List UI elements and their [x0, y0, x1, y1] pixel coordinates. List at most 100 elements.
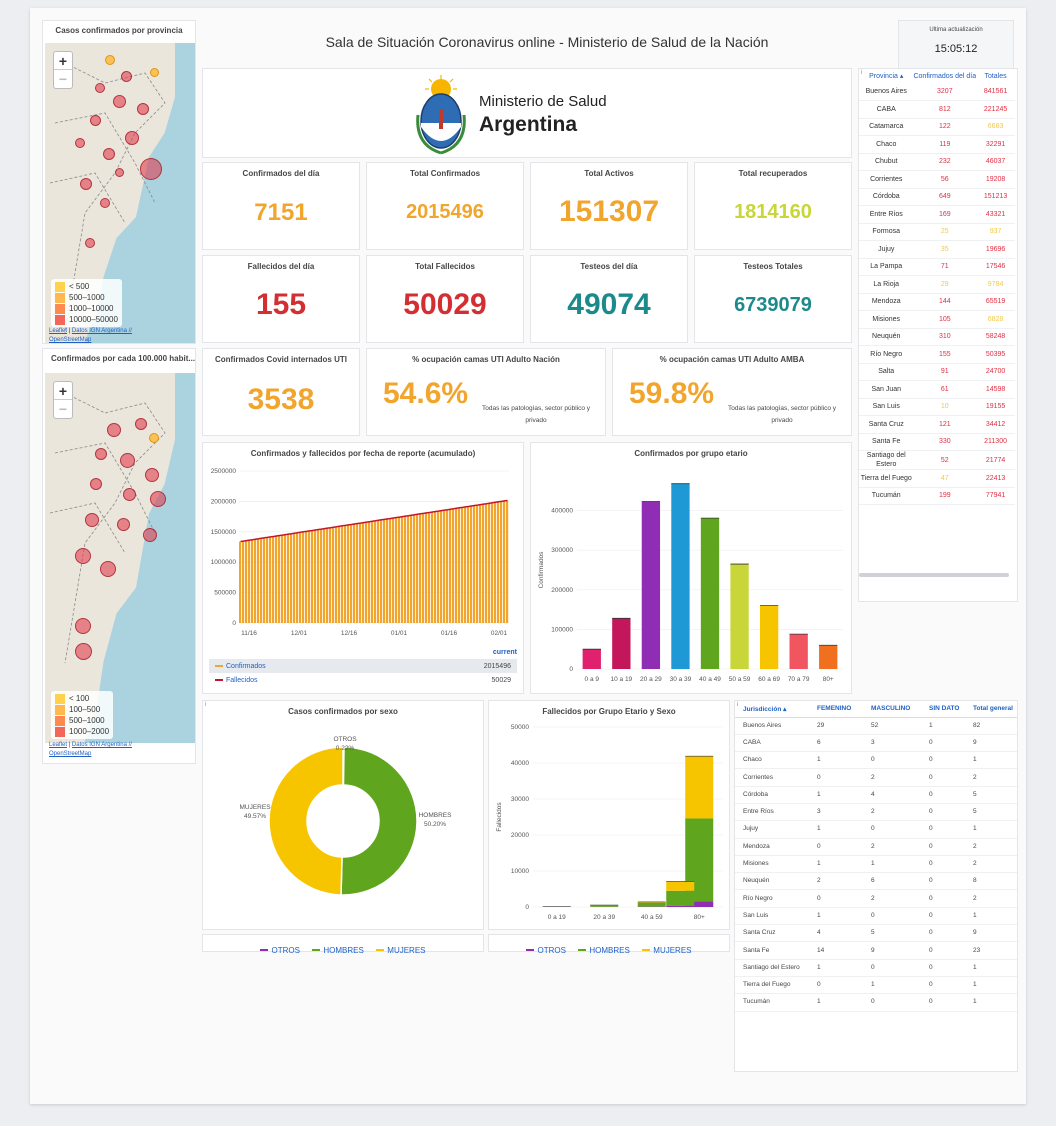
- map-bubble[interactable]: [103, 148, 115, 160]
- table-row[interactable]: Chaco 1 0 0 1: [735, 751, 1017, 770]
- map-bubble[interactable]: [107, 423, 121, 437]
- table-row[interactable]: Santa Cruz 121 34412: [859, 415, 1015, 434]
- map-bubble[interactable]: [75, 548, 91, 564]
- leaflet-link[interactable]: Leaflet: [49, 328, 68, 334]
- table-row[interactable]: Catamarca 122 6683: [859, 118, 1015, 136]
- map-bubble[interactable]: [95, 83, 105, 93]
- map-bubble[interactable]: [149, 433, 159, 443]
- col-header[interactable]: Confirmados del día: [913, 72, 977, 80]
- leaflet-link[interactable]: Leaflet: [49, 742, 68, 748]
- table-row[interactable]: Misiones 1 1 0 2: [735, 855, 1017, 874]
- map-bubble[interactable]: [100, 561, 116, 577]
- table-row[interactable]: Corrientes 0 2 0 2: [735, 768, 1017, 787]
- map-bubble[interactable]: [75, 643, 92, 660]
- table-row[interactable]: Chaco 119 32291: [859, 135, 1015, 154]
- legend-row-fallecidos[interactable]: Fallecidos 50029: [209, 673, 517, 687]
- map-bubble[interactable]: [90, 478, 102, 490]
- map-bubble[interactable]: [90, 115, 101, 126]
- map-bubble[interactable]: [143, 528, 157, 542]
- map-per-capita[interactable]: + − < 100: [45, 373, 195, 763]
- chart-cumulative[interactable]: 2500000 2000000 1500000 1000000 500000 0 11/16…: [203, 461, 523, 649]
- table-row[interactable]: Santa Fe 14 9 0 23: [735, 941, 1017, 960]
- table-row[interactable]: Neuquén 310 58248: [859, 328, 1015, 346]
- table-row[interactable]: San Luis 10 19155: [859, 398, 1015, 416]
- map-bubble[interactable]: [145, 468, 159, 482]
- col-header[interactable]: FEMENINO: [809, 701, 863, 718]
- zoom-in-button[interactable]: +: [54, 382, 72, 400]
- table-row[interactable]: Tierra del Fuego 0 1 0 1: [735, 976, 1017, 995]
- zoom-in-button[interactable]: +: [54, 52, 72, 70]
- osm-link[interactable]: OpenStreetMap: [49, 751, 92, 757]
- table-row[interactable]: Neuquén 2 6 0 8: [735, 872, 1017, 891]
- info-icon[interactable]: i: [861, 70, 863, 76]
- table-row[interactable]: Salta 91 24700: [859, 363, 1015, 381]
- col-header[interactable]: MASCULINO: [863, 701, 921, 718]
- table-row[interactable]: Formosa 25 937: [859, 223, 1015, 241]
- ign-link[interactable]: Datos IGN Argentina //: [71, 742, 132, 748]
- table-row[interactable]: San Juan 61 14598: [859, 380, 1015, 399]
- table-row[interactable]: San Luis 1 0 0 1: [735, 907, 1017, 926]
- map-bubble[interactable]: [80, 178, 92, 190]
- horizontal-scrollbar[interactable]: [859, 573, 1009, 577]
- legend-mujeres[interactable]: MUJERES: [642, 946, 692, 955]
- table-row[interactable]: Río Negro 0 2 0 2: [735, 889, 1017, 908]
- legend-row-confirmados[interactable]: Confirmados 2015496: [209, 659, 517, 673]
- table-row[interactable]: CABA 812 221245: [859, 100, 1015, 119]
- table-row[interactable]: Río Negro 155 50395: [859, 345, 1015, 364]
- map-bubble[interactable]: [75, 618, 91, 634]
- table-row[interactable]: Santiago del Estero 1 0 0 1: [735, 959, 1017, 977]
- zoom-out-button[interactable]: −: [58, 401, 68, 417]
- map-bubble[interactable]: [123, 488, 136, 501]
- legend-mujeres[interactable]: MUJERES: [376, 946, 426, 955]
- chart-deaths[interactable]: 50000 40000 30000 20000 10000 0 Fallecidos 0 a …: [489, 717, 729, 929]
- zoom-out-button[interactable]: −: [58, 71, 68, 87]
- chart-age[interactable]: 400000 300000 200000 100000 0 Confirmados 0 a …: [531, 461, 851, 693]
- map-bubble[interactable]: [150, 68, 159, 77]
- map-bubble[interactable]: [140, 158, 162, 180]
- table-row[interactable]: Santa Cruz 4 5 0 9: [735, 924, 1017, 943]
- ign-link[interactable]: Datos IGN Argentina //: [71, 328, 132, 334]
- table-row[interactable]: CABA 6 3 0 9: [735, 734, 1017, 753]
- table-row[interactable]: Jujuy 35 19696: [859, 240, 1015, 259]
- table-row[interactable]: Córdoba 1 4 0 5: [735, 786, 1017, 804]
- col-header[interactable]: Provincia ▴: [869, 73, 904, 80]
- table-row[interactable]: Jujuy 1 0 0 1: [735, 820, 1017, 839]
- col-header[interactable]: Jurisdicción ▴: [735, 701, 809, 718]
- map-bubble[interactable]: [100, 198, 110, 208]
- col-header[interactable]: Total general: [965, 701, 1017, 718]
- table-row[interactable]: Buenos Aires 3207 841561: [859, 83, 1015, 101]
- map-bubble[interactable]: [135, 418, 147, 430]
- map-bubble[interactable]: [85, 513, 99, 527]
- map-bubble[interactable]: [115, 168, 124, 177]
- table-row[interactable]: Santa Fe 330 211300: [859, 433, 1015, 451]
- table-row[interactable]: Chubut 232 46037: [859, 153, 1015, 171]
- table-row[interactable]: Corrientes 56 19208: [859, 170, 1015, 189]
- map-bubble[interactable]: [120, 453, 135, 468]
- map-bubble[interactable]: [105, 55, 115, 65]
- table-row[interactable]: Entre Ríos 169 43321: [859, 205, 1015, 224]
- map-bubble[interactable]: [85, 238, 95, 248]
- table-row[interactable]: Tierra del Fuego 47 22413: [859, 469, 1015, 488]
- map-bubble[interactable]: [137, 103, 149, 115]
- table-row[interactable]: La Rioja 29 9784: [859, 275, 1015, 294]
- chart-sex[interactable]: OTROS 0.22% HOMBRES 50.20% MUJERES 49.57%: [203, 717, 483, 929]
- table-row[interactable]: Misiones 105 6828: [859, 310, 1015, 329]
- table-row[interactable]: Mendoza 144 65519: [859, 293, 1015, 311]
- table-row[interactable]: La Pampa 71 17546: [859, 258, 1015, 276]
- table-row[interactable]: Córdoba 649 151213: [859, 188, 1015, 206]
- info-icon[interactable]: i: [205, 702, 207, 708]
- osm-link[interactable]: OpenStreetMap: [49, 337, 92, 343]
- table-row[interactable]: Santiago del Estero 52 21774: [859, 450, 1015, 470]
- legend-hombres[interactable]: HOMBRES: [312, 946, 364, 955]
- table-row[interactable]: Entre Ríos 3 2 0 5: [735, 803, 1017, 822]
- map-bubble[interactable]: [125, 131, 139, 145]
- legend-otros[interactable]: OTROS: [526, 946, 566, 955]
- map-bubble[interactable]: [117, 518, 130, 531]
- table-row[interactable]: Mendoza 0 2 0 2: [735, 838, 1017, 856]
- table-row[interactable]: Tucumán 199 77941: [859, 487, 1015, 505]
- col-header[interactable]: SIN DATO: [921, 701, 965, 718]
- table-row[interactable]: Tucumán 1 0 0 1: [735, 993, 1017, 1012]
- legend-otros[interactable]: OTROS: [260, 946, 300, 955]
- table-row[interactable]: Buenos Aires 29 52 1 82: [735, 717, 1017, 735]
- map-cases[interactable]: + − < 500 500–1000 1000–10000 10000–5000…: [45, 43, 195, 343]
